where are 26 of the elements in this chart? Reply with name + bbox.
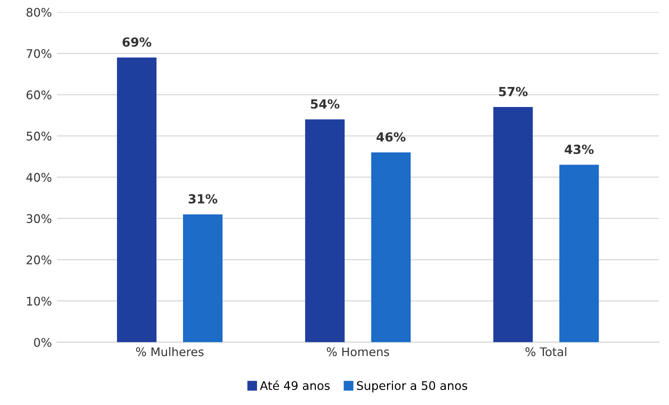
bar: [493, 107, 533, 342]
y-tick-label: 80%: [26, 8, 52, 17]
legend-label: Superior a 50 anos: [356, 380, 468, 392]
x-tick-label: % Total: [525, 347, 566, 356]
bar: [305, 119, 345, 342]
y-tick-label: 70%: [26, 49, 52, 58]
data-label: 43%: [564, 144, 594, 154]
x-tick-label: % Mulheres: [136, 347, 204, 356]
bar: [116, 58, 156, 342]
bar: [559, 164, 599, 342]
y-tick-label: 10%: [27, 296, 52, 306]
data-label: 57%: [499, 86, 528, 96]
data-label: 46%: [376, 132, 406, 142]
y-tick-label: 50%: [26, 132, 52, 141]
x-tick-label: % Homens: [326, 347, 390, 356]
y-tick-label: 30%: [26, 214, 52, 224]
data-label: 31%: [188, 194, 218, 204]
y-tick-label: 0%: [34, 338, 52, 347]
y-tick-label: 20%: [26, 255, 52, 264]
data-label: 54%: [310, 99, 340, 109]
y-tick-label: 60%: [26, 90, 52, 100]
y-tick-label: 40%: [26, 172, 52, 182]
bar: [371, 152, 411, 342]
bar: [183, 214, 223, 342]
legend-label: Até 49 anos: [260, 380, 330, 390]
data-label: 69%: [122, 37, 152, 47]
